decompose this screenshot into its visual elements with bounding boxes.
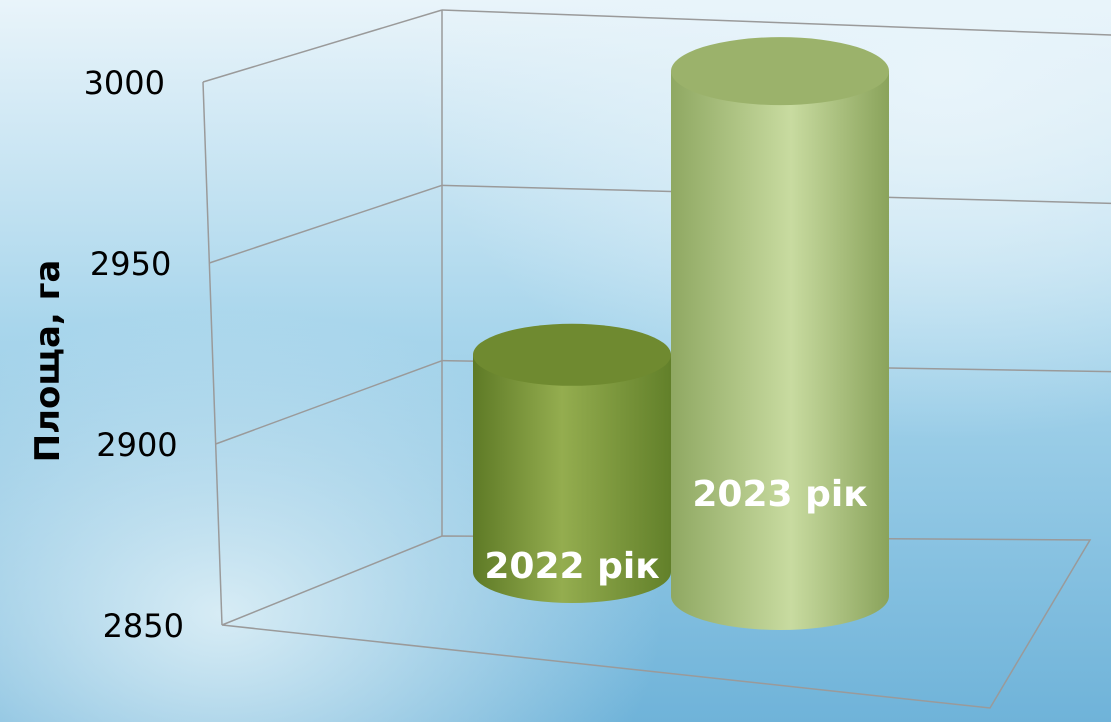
bar-2022-body <box>473 354 671 603</box>
bars <box>473 37 889 631</box>
gridline-side <box>215 359 443 445</box>
y-axis-ticks: 2850 2900 2950 3000 <box>84 64 184 645</box>
bar-label: 2022 рік <box>484 546 659 587</box>
y-tick-label: 2900 <box>96 426 177 464</box>
gridline-side <box>209 184 443 264</box>
gridline-back <box>441 9 1111 36</box>
floor-outline <box>221 535 1092 709</box>
bar-labels: 2022 рік 2023 рік <box>484 474 867 587</box>
bar-2022-top <box>473 323 671 386</box>
bar-2023-body <box>671 71 889 631</box>
bar-2023-top <box>671 37 889 106</box>
bar-label: 2023 рік <box>692 474 867 515</box>
left-wall-front-edge <box>202 81 223 626</box>
y-tick-label: 3000 <box>84 64 165 102</box>
y-tick-label: 2950 <box>90 245 171 283</box>
bar-2023 <box>671 37 889 631</box>
bar-2022 <box>473 323 671 603</box>
y-tick-label: 2850 <box>103 607 184 645</box>
gridline-side <box>202 9 443 83</box>
